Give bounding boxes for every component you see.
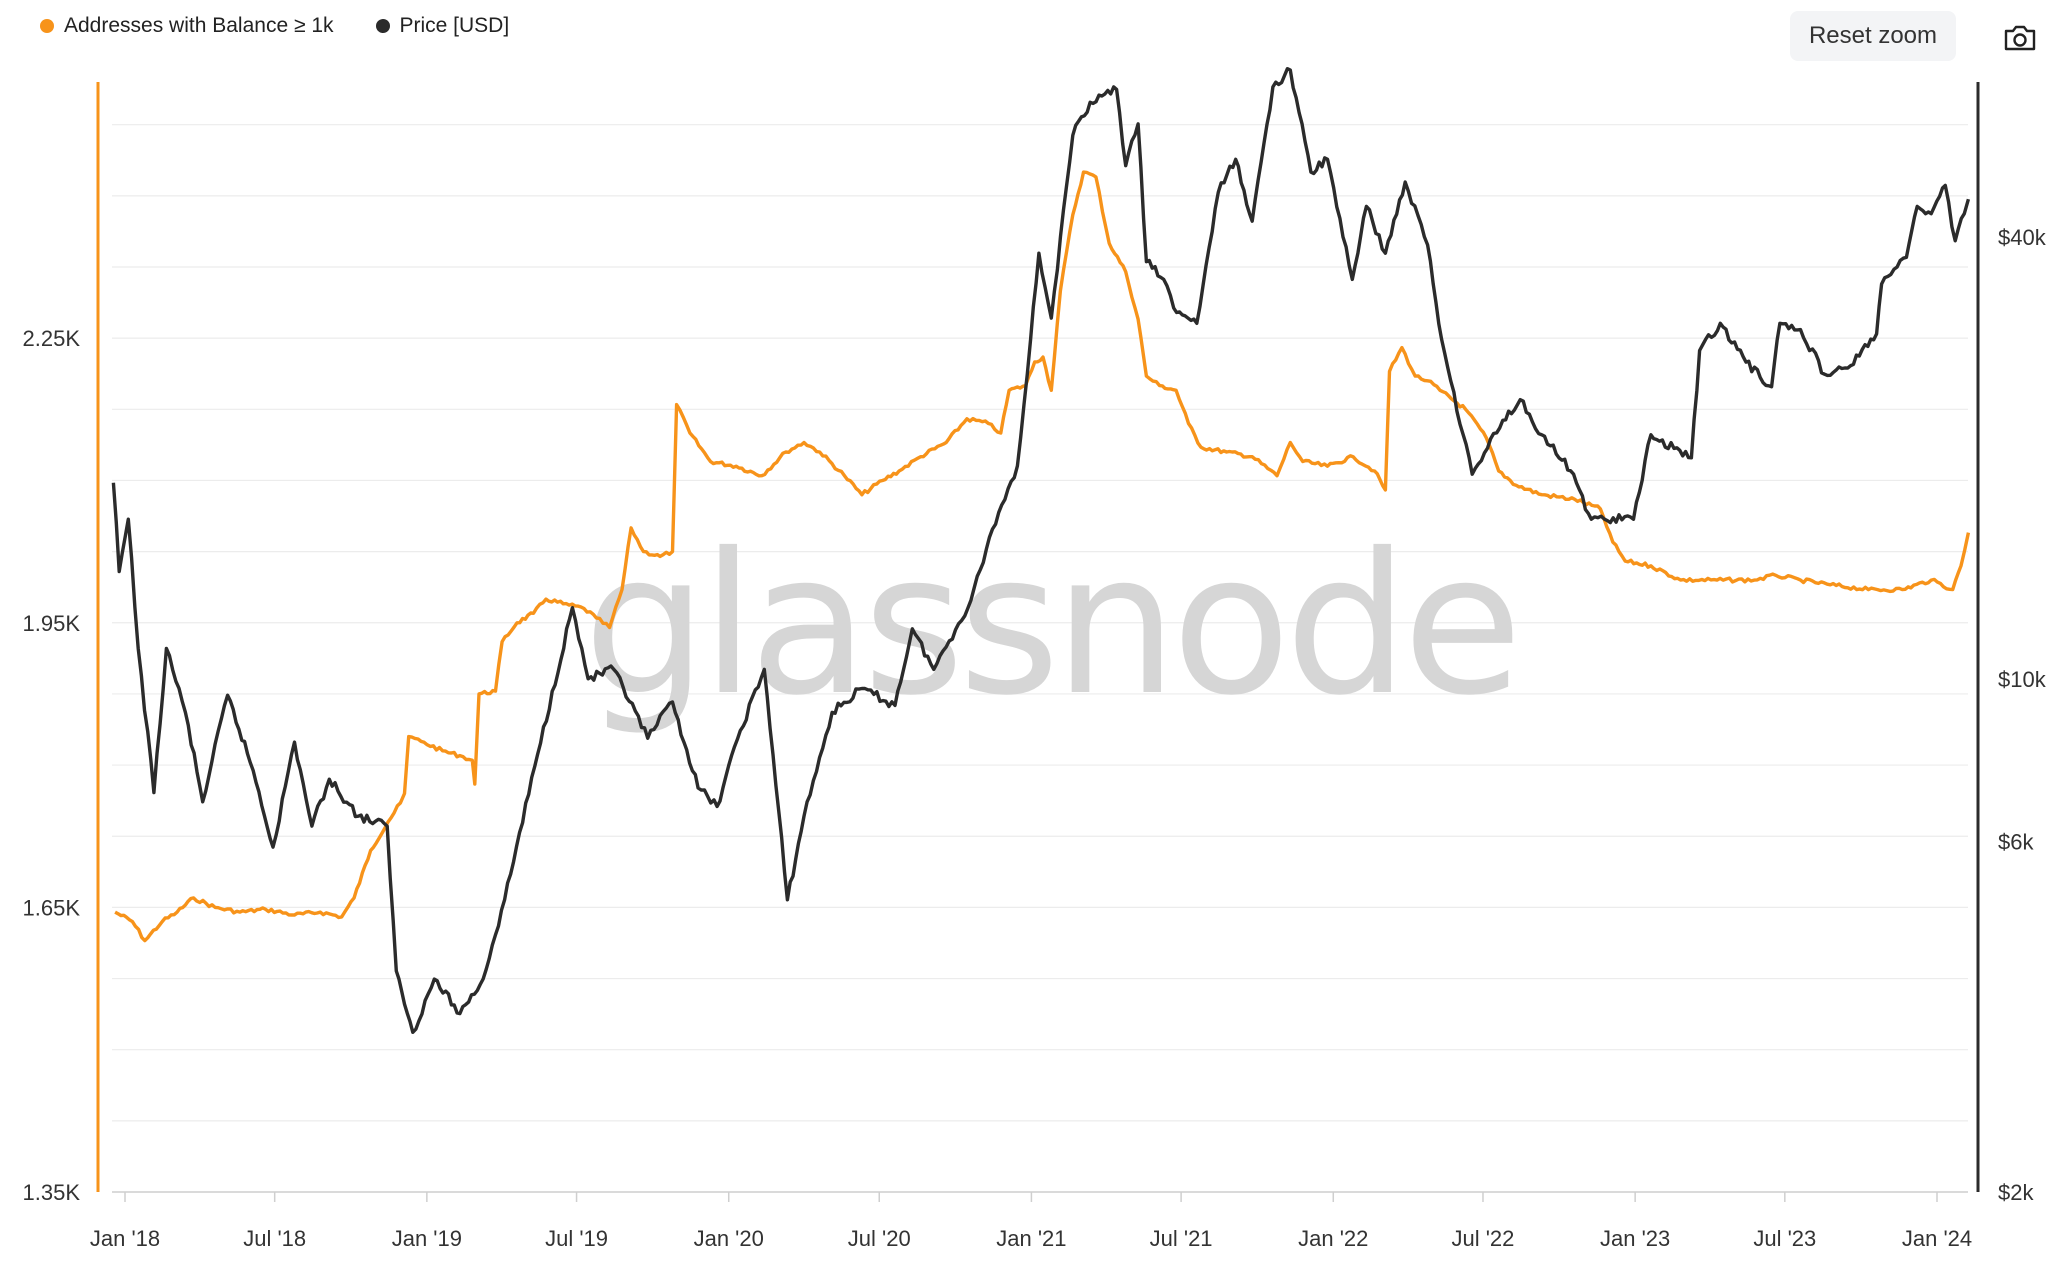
legend-label-price: Price [USD] [399,14,510,37]
legend-label-addresses: Addresses with Balance ≥ 1k [64,14,334,37]
left-tick-label: 1.35K [23,1180,81,1205]
series-line-price [111,67,1971,1034]
x-tick-label: Jul '21 [1150,1226,1213,1251]
left-tick-label: 1.65K [23,895,81,920]
right-tick-label: $40k [1998,225,2047,250]
watermark: glassnode [583,511,1516,738]
x-tick-label: Jan '20 [694,1226,764,1251]
x-tick-label: Jan '24 [1902,1226,1972,1251]
x-tick-label: Jul '22 [1452,1226,1515,1251]
right-tick-label: $6k [1998,830,2034,855]
axis-ticks: Jan '18 Jul '18 Jan '19 Jul '19 Jan '20 Jul '… [23,225,2047,1251]
gridlines [112,124,1968,1193]
legend-dot-price [375,19,390,33]
x-tick-label: Jan '21 [996,1226,1066,1251]
x-tick-label: Jul '18 [243,1226,306,1251]
x-tick-label: Jan '19 [392,1226,462,1251]
right-tick-label: $10k [1998,667,2047,692]
series-layer [111,67,1971,1034]
legend-dot-addresses [40,19,54,33]
x-tick-label: Jul '19 [545,1226,608,1251]
reset-zoom-button[interactable]: Reset zoom [1790,11,1956,61]
left-tick-label: 1.95K [23,611,81,636]
x-tick-label: Jul '20 [848,1226,911,1251]
x-tick-label: Jul '23 [1753,1226,1816,1251]
legend: Addresses with Balance ≥ 1k Price [USD] [40,14,509,38]
series-line-addresses [114,170,1971,943]
x-tick-label: Jan '18 [90,1226,160,1251]
x-tick-label: Jan '22 [1298,1226,1368,1251]
camera-icon[interactable] [2003,24,2037,52]
x-tick-label: Jan '23 [1600,1226,1670,1251]
legend-item-addresses[interactable]: Addresses with Balance ≥ 1k [40,14,334,38]
right-tick-label: $2k [1998,1180,2034,1205]
left-tick-label: 2.25K [23,326,81,351]
legend-item-price[interactable]: Price [USD] [375,14,510,38]
